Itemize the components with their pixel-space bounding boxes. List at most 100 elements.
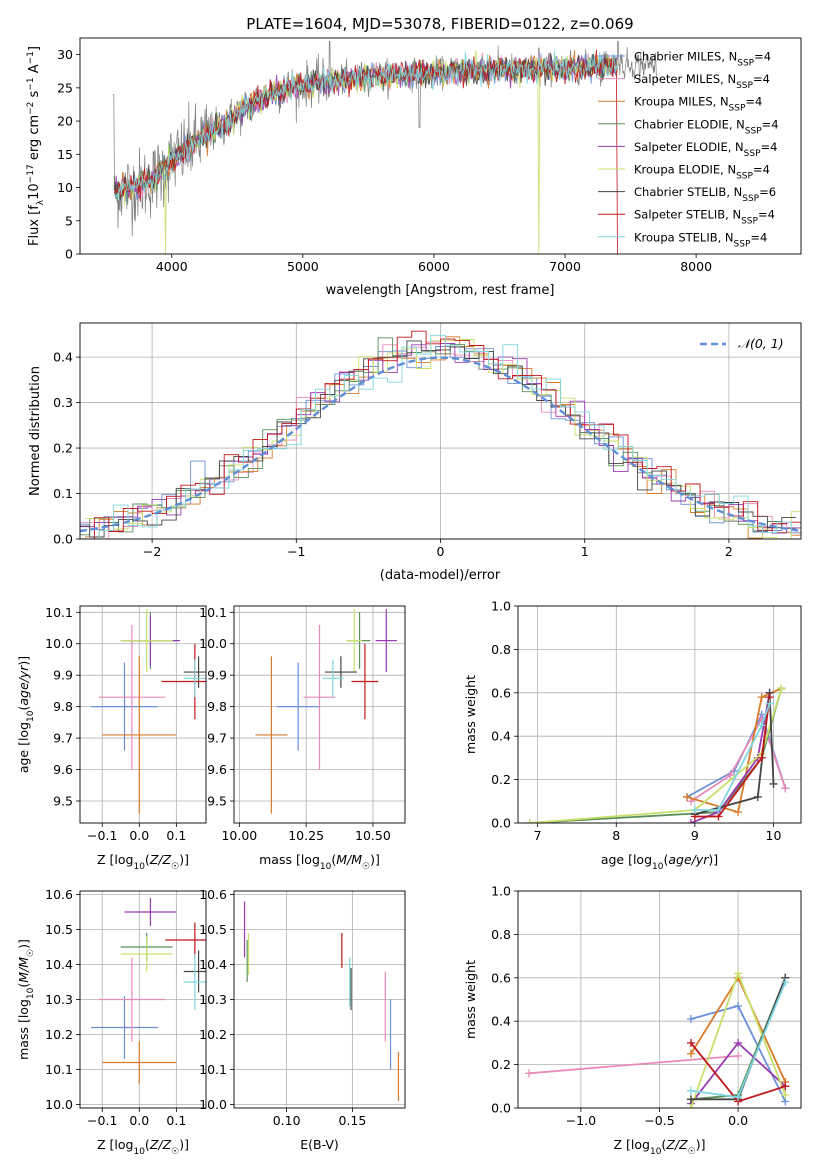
weight-marker-2 — [757, 693, 766, 702]
y-tick-label: 10.1 — [45, 1062, 73, 1077]
weight-marker-4 — [686, 819, 695, 823]
legend-label: Kroupa MILES, NSSP=4 — [634, 95, 762, 114]
y-tick-label: 9.7 — [53, 731, 73, 746]
y-tick-label: 10.0 — [199, 1097, 227, 1112]
legend-label: Chabrier MILES, NSSP=4 — [634, 50, 771, 69]
plot-area-mass_vs_Z — [91, 898, 206, 1084]
y-tick-label: 9.8 — [207, 699, 227, 714]
y-tick-label: 0.2 — [53, 441, 73, 456]
y-tick-label: 0.4 — [491, 1014, 511, 1029]
weight-marker-8 — [757, 721, 766, 730]
weight-marker-1 — [726, 771, 735, 780]
x-axis-label: wavelength [Angstrom, rest frame] — [326, 283, 555, 298]
y-tick-label: 0.2 — [491, 1057, 511, 1072]
x-tick-label: −1.0 — [566, 1113, 596, 1128]
y-tick-label: 25 — [57, 80, 73, 95]
panel-age_vs_mass: 10.00 10.25 10.50 9.5 9.6 9.7 9.8 9.9 10.0 10.1 — [199, 605, 406, 843]
y-tick-label: 20 — [57, 114, 73, 129]
x-tick-label: 8000 — [680, 259, 712, 274]
panel-age_vs_Z: −0.1 0.0 0.1 9.5 9.6 9.7 9.8 9.9 10.0 10.1 — [45, 605, 207, 843]
y-tick-label: 9.8 — [53, 699, 73, 714]
weight-marker-1 — [525, 1069, 534, 1078]
y-axis-label: age [log10(age/yr)] — [16, 656, 36, 773]
y-tick-label: 0.8 — [491, 642, 511, 657]
x-tick-label: 0.10 — [273, 1113, 301, 1128]
y-tick-label: 10.2 — [45, 1027, 73, 1042]
legend-label: Chabrier ELODIE, NSSP=4 — [634, 117, 779, 136]
y-tick-label: 10.3 — [199, 992, 227, 1007]
y-tick-label: 0 — [65, 247, 73, 262]
weight-marker-5 — [777, 684, 786, 693]
x-tick-label: 7 — [534, 828, 542, 843]
y-tick-label: 9.6 — [207, 762, 227, 777]
axes-frame — [233, 890, 406, 1109]
x-tick-label: 10.50 — [355, 828, 391, 843]
x-tick-label: 4000 — [156, 259, 188, 274]
panel-spectrum: 4000 5000 6000 7000 8000 0 5 10 15 20 25 30 Chabrier… — [57, 37, 802, 274]
gaussian-curve — [80, 356, 801, 533]
axes-frame — [79, 37, 802, 255]
x-tick-label: −1 — [287, 544, 305, 559]
y-tick-label: 10.0 — [199, 636, 227, 651]
y-tick-label: 1.0 — [491, 599, 511, 614]
weight-marker-7 — [781, 1082, 790, 1091]
weight-marker-2 — [734, 808, 743, 817]
weight-line-1 — [690, 716, 787, 803]
x-axis-label: E(B-V) — [300, 1137, 339, 1152]
y-tick-label: 10.5 — [199, 922, 227, 937]
y-tick-label: 10.1 — [199, 1062, 227, 1077]
y-tick-label: 10.0 — [45, 1097, 73, 1112]
x-tick-label: 0.15 — [338, 1113, 366, 1128]
y-tick-label: 9.7 — [207, 731, 227, 746]
panel-mass_vs_Z: −0.1 0.0 0.1 10.0 10.1 10.2 10.3 10.4 10.5 10.6 — [45, 887, 207, 1128]
y-axis-label: mass weight — [463, 960, 478, 1039]
x-tick-label: 10.00 — [221, 828, 257, 843]
x-axis-label: Z [log10(Z/Z☉)] — [97, 1137, 189, 1157]
y-tick-label: 10.1 — [199, 605, 227, 620]
weight-marker-0 — [686, 1015, 695, 1024]
legend-label: Kroupa ELODIE, NSSP=4 — [634, 163, 770, 182]
x-axis-label: mass [log10(M/M☉)] — [259, 852, 380, 872]
legend-label: 𝒩(0, 1) — [738, 336, 784, 351]
model-line-5 — [113, 50, 618, 254]
x-tick-label: −0.5 — [644, 1113, 674, 1128]
histogram-3 — [80, 337, 797, 536]
axes-frame — [79, 322, 802, 540]
y-tick-label: 10.0 — [45, 636, 73, 651]
x-tick-label: 0.1 — [166, 1113, 186, 1128]
weight-marker-6 — [769, 779, 778, 788]
weight-line-8 — [694, 703, 771, 811]
y-tick-label: 0.3 — [53, 395, 73, 410]
panel-residuals: −2 −1 0 1 2 0.0 0.1 0.2 0.3 0.4 𝒩(0, 1) — [53, 322, 802, 559]
panel-mass_vs_ebv: 0.10 0.15 10.0 10.1 10.2 10.3 10.4 10.5 10.6 — [199, 887, 406, 1128]
y-axis-label: Flux [fλ10−17 erg cm−2 s−1 A−1] — [26, 46, 46, 246]
weight-marker-5 — [734, 969, 743, 978]
plot-area-mass_vs_ebv — [243, 901, 400, 1101]
x-axis-label: (data-model)/error — [380, 568, 501, 583]
x-tick-label: 0.1 — [166, 828, 186, 843]
axes-frame — [79, 605, 207, 824]
weight-marker-5 — [781, 1090, 790, 1099]
x-tick-label: 7000 — [549, 259, 581, 274]
x-tick-label: −2 — [143, 544, 161, 559]
y-tick-label: 0.2 — [491, 772, 511, 787]
x-tick-label: 0.0 — [129, 828, 149, 843]
y-tick-label: 0.6 — [491, 970, 511, 985]
weight-marker-1 — [734, 1051, 743, 1060]
histogram-4 — [80, 343, 801, 534]
x-axis-label: Z [log10(Z/Z☉)] — [97, 852, 189, 872]
weight-marker-5 — [525, 819, 534, 823]
weight-marker-2 — [686, 1049, 695, 1058]
x-tick-label: 5000 — [287, 259, 319, 274]
y-tick-label: 10.2 — [199, 1027, 227, 1042]
x-tick-label: −0.1 — [87, 1113, 117, 1128]
plot-area-age_vs_Z — [91, 609, 206, 814]
x-tick-label: 1 — [581, 544, 589, 559]
x-tick-label: 0 — [437, 544, 445, 559]
x-tick-label: 2 — [725, 544, 733, 559]
weight-line-5 — [529, 688, 783, 823]
y-tick-label: 9.9 — [207, 668, 227, 683]
y-tick-label: 0.4 — [53, 350, 73, 365]
weight-marker-4 — [734, 1038, 743, 1047]
plot-area-age_vs_mass — [255, 609, 397, 814]
